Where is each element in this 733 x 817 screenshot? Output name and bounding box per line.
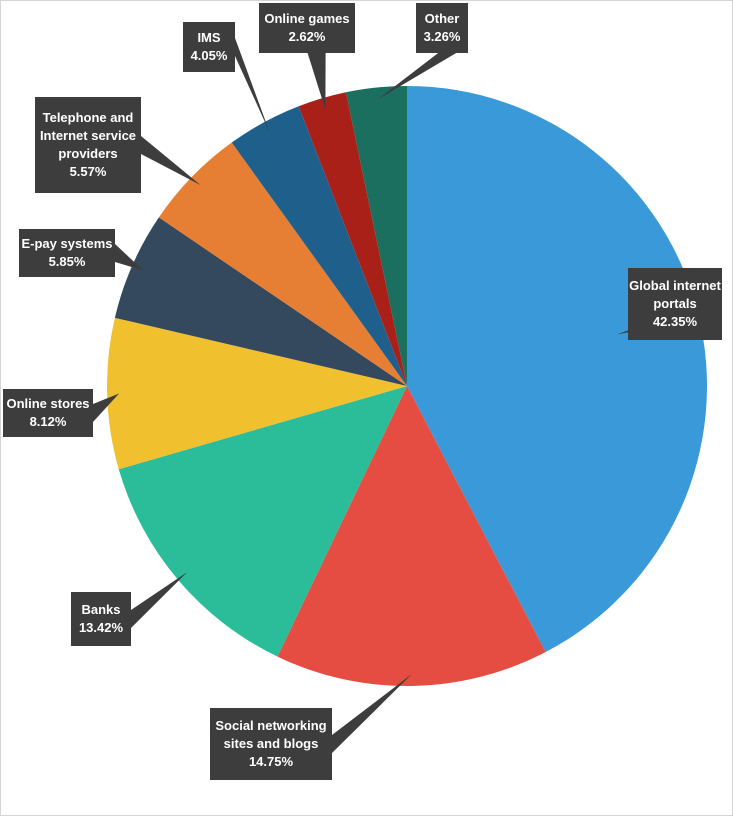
- slice-name-label: Internet service: [40, 128, 136, 143]
- callout-box: [71, 592, 131, 646]
- slice-percent-label: 42.35%: [653, 314, 698, 329]
- pie-slice-global-internet-portals: [407, 86, 707, 653]
- slice-name-label: Online stores: [6, 396, 89, 411]
- slice-name-label: IMS: [197, 30, 220, 45]
- callout-box: [210, 708, 332, 780]
- callout-pointer: [115, 244, 144, 271]
- slice-name-label: Banks: [81, 602, 120, 617]
- slice-label-ims: IMS 4.05%: [183, 22, 270, 133]
- slice-name-label: Global internet: [629, 278, 721, 293]
- slice-label-global-internet-portals: Global internet portals 42.35%: [616, 268, 722, 340]
- slice-percent-label: 3.26%: [424, 29, 461, 44]
- slice-percent-label: 13.42%: [79, 620, 124, 635]
- callout-box: [416, 3, 468, 53]
- slice-label-e-pay-systems: E-pay systems 5.85%: [19, 229, 144, 277]
- callout-box: [19, 229, 115, 277]
- callout-box: [35, 97, 141, 193]
- pie-slice-online-stores: [107, 317, 408, 470]
- pie-slice-other: [345, 86, 407, 386]
- callout-pointer: [307, 53, 326, 110]
- callout-box: [183, 22, 235, 72]
- slice-label-online-stores: Online stores 8.12%: [3, 389, 120, 437]
- slice-name-label: Social networking: [215, 718, 326, 733]
- callout-box: [3, 389, 93, 437]
- slice-label-banks: Banks 13.42%: [71, 572, 188, 646]
- pie-slice-online-games: [298, 92, 407, 387]
- slice-percent-label: 2.62%: [289, 29, 326, 44]
- callout-box: [628, 268, 722, 340]
- slice-percent-label: 4.05%: [191, 48, 228, 63]
- pie-callouts: Global internet portals 42.35% Social netwo…: [3, 3, 722, 780]
- slice-name-label: Other: [425, 11, 460, 26]
- callout-pointer: [377, 53, 457, 100]
- pie-slices: [107, 86, 707, 686]
- slice-name-label: portals: [653, 296, 696, 311]
- slice-percent-label: 8.12%: [30, 414, 67, 429]
- slice-name-label: providers: [58, 146, 117, 161]
- pie-slice-banks: [118, 386, 408, 657]
- callout-box: [259, 3, 355, 53]
- callout-pointer: [131, 572, 188, 628]
- slice-label-social-networking-sites-and-blogs: Social networking sites and blogs 14.75%: [210, 674, 412, 780]
- callout-pointer: [141, 136, 201, 186]
- slice-label-online-games: Online games 2.62%: [259, 3, 355, 110]
- callout-pointer: [332, 674, 412, 753]
- slice-percent-label: 5.85%: [49, 254, 86, 269]
- pie-slice-e-pay-systems: [114, 217, 407, 386]
- callout-pointer: [93, 393, 120, 422]
- pie-slice-social-networking-sites-and-blogs: [277, 386, 546, 686]
- slice-name-label: E-pay systems: [21, 236, 112, 251]
- pie-slice-ims: [231, 106, 407, 386]
- callout-pointer: [235, 38, 270, 133]
- slice-label-telephone-and-internet-service-providers: Telephone and Internet service providers 5.…: [35, 97, 201, 193]
- slice-percent-label: 14.75%: [249, 754, 294, 769]
- slice-percent-label: 5.57%: [70, 164, 107, 179]
- pie-slice-telephone-and-internet-service-providers: [158, 142, 407, 386]
- slice-name-label: Telephone and: [43, 110, 134, 125]
- slice-label-other: Other 3.26%: [377, 3, 468, 100]
- slice-name-label: Online games: [264, 11, 349, 26]
- slice-name-label: sites and blogs: [224, 736, 319, 751]
